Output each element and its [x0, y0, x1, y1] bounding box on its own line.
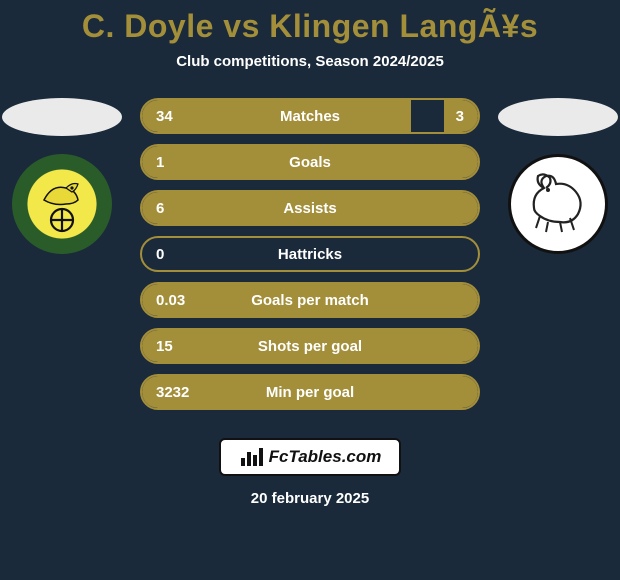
stat-label: Goals per match — [251, 292, 369, 309]
stat-label: Goals — [289, 154, 331, 171]
stat-bar: 0.03 Goals per match — [140, 282, 480, 318]
stat-left-value: 0.03 — [156, 292, 185, 309]
club-crest-left — [12, 154, 112, 254]
player-right-avatar — [498, 98, 618, 136]
stat-label: Min per goal — [266, 384, 354, 401]
stat-left-value: 15 — [156, 338, 173, 355]
player-left-col — [2, 98, 122, 254]
stats-column: 34 Matches 3 1 Goals 6 Assists 0 Hattricks 0.03 Go… — [140, 98, 480, 410]
stat-label: Assists — [283, 200, 336, 217]
stat-left-value: 0 — [156, 246, 164, 263]
canary-icon — [32, 174, 92, 234]
stat-fill-left — [142, 100, 411, 132]
stat-left-value: 1 — [156, 154, 164, 171]
footer-brand-text: FcTables.com — [269, 447, 382, 467]
stat-bar: 1 Goals — [140, 144, 480, 180]
stat-label: Hattricks — [278, 246, 342, 263]
ram-icon — [518, 164, 598, 244]
stat-right-value: 3 — [456, 108, 464, 125]
player-left-avatar — [2, 98, 122, 136]
main-row: 34 Matches 3 1 Goals 6 Assists 0 Hattricks 0.03 Go… — [0, 98, 620, 410]
stat-bar: 6 Assists — [140, 190, 480, 226]
stat-bar: 0 Hattricks — [140, 236, 480, 272]
stat-left-value: 6 — [156, 200, 164, 217]
stat-label: Matches — [280, 108, 340, 125]
stat-left-value: 34 — [156, 108, 173, 125]
stat-label: Shots per goal — [258, 338, 362, 355]
club-crest-right — [508, 154, 608, 254]
stat-left-value: 3232 — [156, 384, 189, 401]
comparison-card: C. Doyle vs Klingen LangÃ¥s Club competi… — [0, 0, 620, 580]
stat-bar: 3232 Min per goal — [140, 374, 480, 410]
page-title: C. Doyle vs Klingen LangÃ¥s — [82, 8, 538, 45]
date-label: 20 february 2025 — [251, 490, 369, 507]
page-subtitle: Club competitions, Season 2024/2025 — [176, 53, 444, 70]
bar-chart-icon — [239, 446, 263, 468]
stat-bar: 15 Shots per goal — [140, 328, 480, 364]
player-right-col — [498, 98, 618, 254]
footer-brand-badge[interactable]: FcTables.com — [219, 438, 402, 476]
stat-bar: 34 Matches 3 — [140, 98, 480, 134]
